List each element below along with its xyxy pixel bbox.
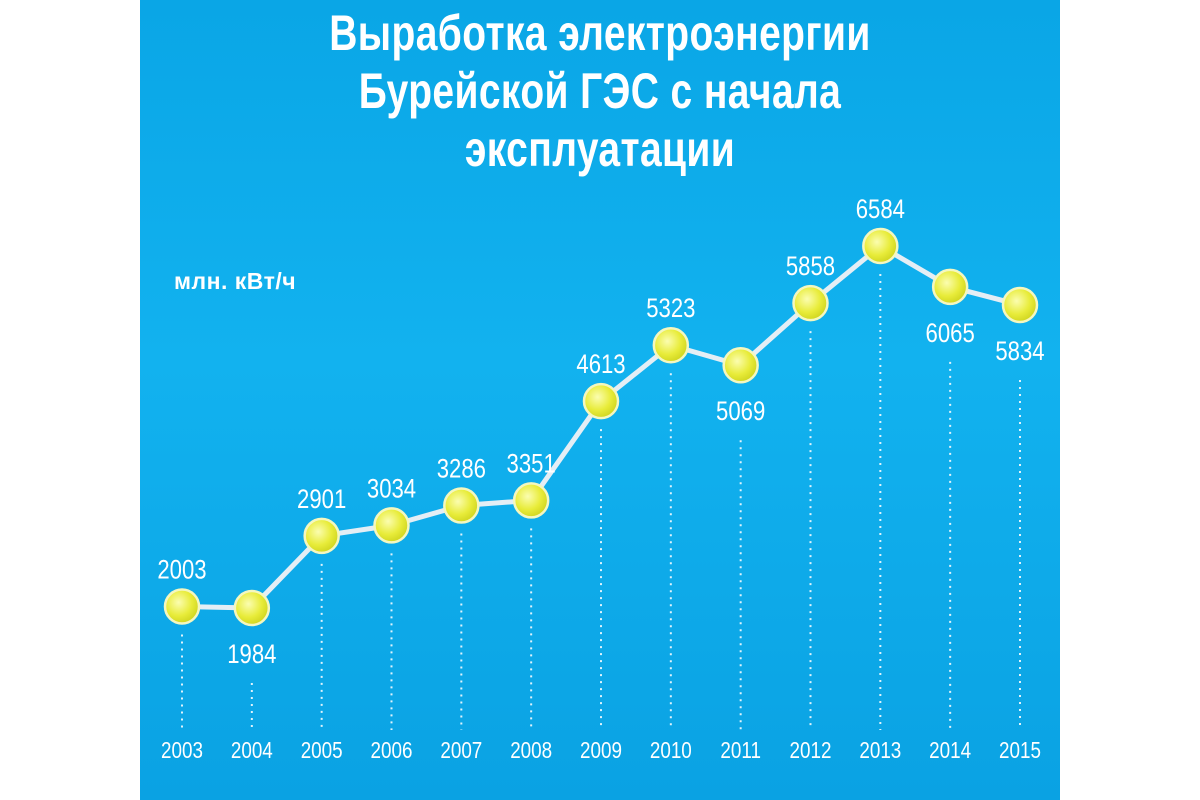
x-tick-2009: 2009 — [580, 738, 622, 763]
data-label-2004: 1984 — [227, 640, 276, 670]
title-line-2: Бурейской ГЭС с начала — [358, 63, 842, 119]
data-point-2005 — [303, 517, 340, 555]
x-tick-2012: 2012 — [790, 738, 832, 763]
data-label-2009: 4613 — [576, 350, 625, 380]
data-label-2013: 6584 — [856, 195, 905, 225]
y-axis-unit-label: млн. кВт/ч — [174, 268, 297, 294]
x-tick-2004: 2004 — [231, 738, 273, 763]
series-line — [181, 243, 1021, 611]
chart-panel: Выработка электроэнергии Бурейской ГЭС с… — [140, 0, 1060, 800]
x-tick-2013: 2013 — [859, 738, 901, 763]
data-label-2015: 5834 — [995, 337, 1044, 367]
x-tick-2010: 2010 — [650, 738, 692, 763]
drop-lines — [181, 274, 1021, 730]
data-point-2012 — [792, 284, 829, 322]
data-label-2007: 3286 — [437, 455, 486, 485]
x-axis-ticks: 2003 2004 2005 2006 2007 2008 2009 2010 2011 2012… — [161, 738, 1041, 763]
x-tick-2005: 2005 — [301, 738, 343, 763]
data-point-2007 — [443, 487, 480, 524]
line-chart: 2003 1984 2901 3034 3286 3351 4613 5323 5069 5858… — [157, 195, 1044, 763]
data-label-2012: 5858 — [786, 252, 835, 282]
title-line-1: Выработка электроэнергии — [329, 5, 871, 61]
data-point-2015 — [1001, 286, 1039, 324]
x-tick-2006: 2006 — [371, 738, 413, 763]
data-point-2014 — [931, 268, 969, 306]
data-labels: 2003 1984 2901 3034 3286 3351 4613 5323 5069 5858… — [157, 195, 1044, 670]
data-point-2009 — [582, 382, 620, 420]
x-tick-2014: 2014 — [929, 738, 971, 763]
data-point-2008 — [512, 482, 550, 519]
chart-title: Выработка электроэнергии Бурейской ГЭС с… — [241, 4, 959, 178]
x-tick-2003: 2003 — [161, 738, 203, 763]
data-label-2010: 5323 — [646, 294, 695, 324]
data-label-2005: 2901 — [297, 485, 346, 515]
data-point-2013 — [862, 227, 899, 265]
x-tick-2007: 2007 — [440, 738, 482, 763]
data-point-2006 — [373, 507, 410, 544]
x-tick-2008: 2008 — [510, 738, 552, 763]
data-point-2011 — [722, 346, 759, 384]
data-label-2008: 3351 — [507, 449, 556, 479]
data-label-2003: 2003 — [157, 556, 206, 586]
data-point-2010 — [652, 326, 690, 364]
data-label-2006: 3034 — [367, 474, 416, 504]
data-point-2004 — [233, 589, 271, 627]
data-label-2011: 5069 — [716, 397, 765, 427]
data-label-2014: 6065 — [926, 319, 975, 349]
title-line-3: эксплуатации — [464, 121, 736, 177]
x-tick-2011: 2011 — [720, 738, 761, 763]
data-point-2003 — [163, 588, 201, 625]
data-markers — [163, 227, 1039, 627]
x-tick-2015: 2015 — [999, 738, 1041, 763]
